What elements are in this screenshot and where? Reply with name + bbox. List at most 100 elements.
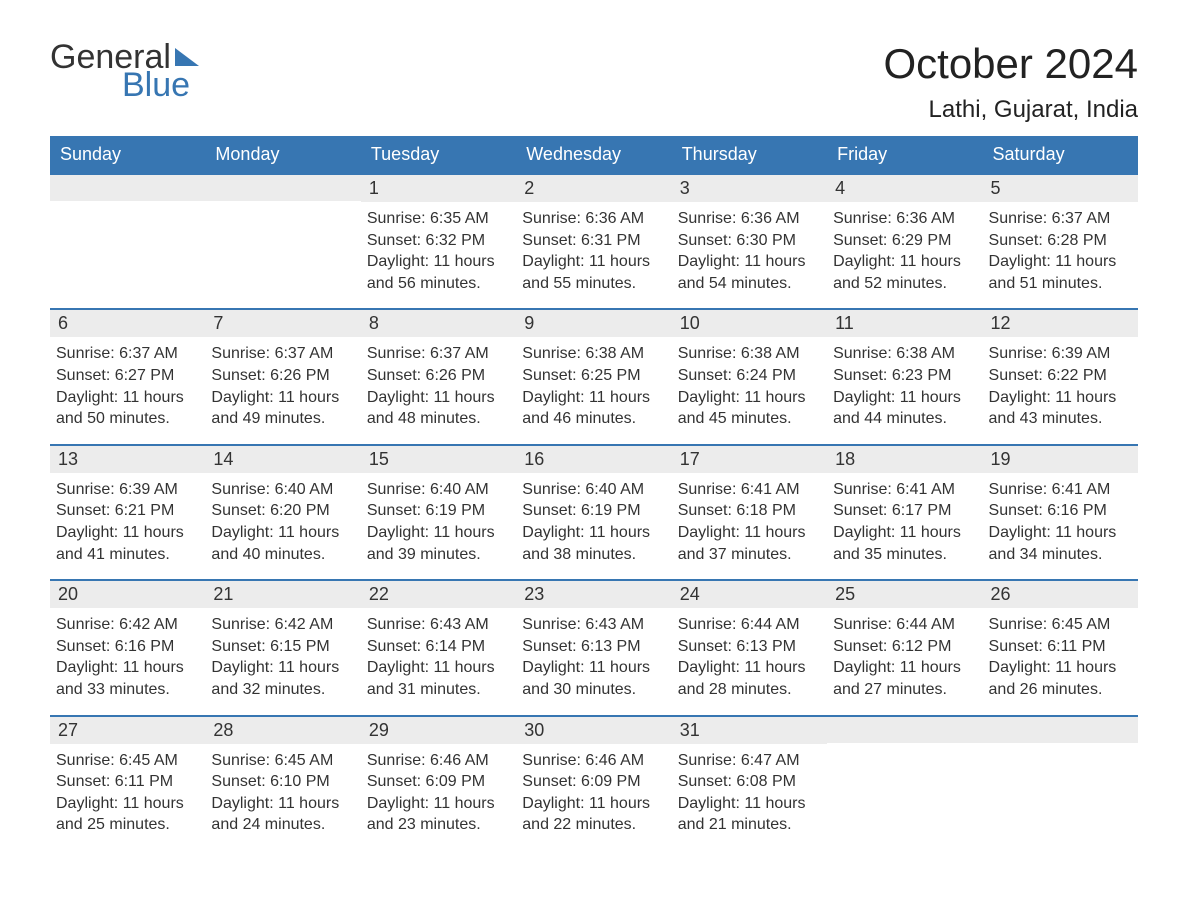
day-cell: 23Sunrise: 6:43 AMSunset: 6:13 PMDayligh… [516, 581, 671, 714]
day-cell: 3Sunrise: 6:36 AMSunset: 6:30 PMDaylight… [672, 175, 827, 308]
weeks-container: 1Sunrise: 6:35 AMSunset: 6:32 PMDaylight… [50, 173, 1138, 850]
sunrise-text: Sunrise: 6:47 AM [678, 750, 821, 772]
daylight1-text: Daylight: 11 hours [56, 522, 199, 544]
daylight1-text: Daylight: 11 hours [367, 657, 510, 679]
daylight2-text: and 32 minutes. [211, 679, 354, 701]
daylight1-text: Daylight: 11 hours [211, 522, 354, 544]
day-cell: 9Sunrise: 6:38 AMSunset: 6:25 PMDaylight… [516, 310, 671, 443]
daylight2-text: and 33 minutes. [56, 679, 199, 701]
daylight1-text: Daylight: 11 hours [678, 251, 821, 273]
sunrise-text: Sunrise: 6:35 AM [367, 208, 510, 230]
sunrise-text: Sunrise: 6:45 AM [989, 614, 1132, 636]
sunrise-text: Sunrise: 6:36 AM [833, 208, 976, 230]
day-number: 8 [361, 310, 516, 337]
day-number: 18 [827, 446, 982, 473]
daylight1-text: Daylight: 11 hours [367, 251, 510, 273]
sunset-text: Sunset: 6:10 PM [211, 771, 354, 793]
weekday-sunday: Sunday [50, 136, 205, 173]
daylight2-text: and 51 minutes. [989, 273, 1132, 295]
sunset-text: Sunset: 6:26 PM [367, 365, 510, 387]
sunrise-text: Sunrise: 6:40 AM [522, 479, 665, 501]
daylight2-text: and 46 minutes. [522, 408, 665, 430]
daylight2-text: and 41 minutes. [56, 544, 199, 566]
day-number: 1 [361, 175, 516, 202]
sunset-text: Sunset: 6:09 PM [367, 771, 510, 793]
day-number: 20 [50, 581, 205, 608]
daylight2-text: and 25 minutes. [56, 814, 199, 836]
sunrise-text: Sunrise: 6:39 AM [989, 343, 1132, 365]
week-row: 20Sunrise: 6:42 AMSunset: 6:16 PMDayligh… [50, 579, 1138, 714]
sunrise-text: Sunrise: 6:37 AM [367, 343, 510, 365]
daylight1-text: Daylight: 11 hours [211, 387, 354, 409]
sunset-text: Sunset: 6:19 PM [367, 500, 510, 522]
daylight1-text: Daylight: 11 hours [522, 387, 665, 409]
day-cell: 4Sunrise: 6:36 AMSunset: 6:29 PMDaylight… [827, 175, 982, 308]
day-number: 31 [672, 717, 827, 744]
daylight2-text: and 38 minutes. [522, 544, 665, 566]
sunrise-text: Sunrise: 6:44 AM [678, 614, 821, 636]
weekday-monday: Monday [205, 136, 360, 173]
day-number: 26 [983, 581, 1138, 608]
day-cell: 11Sunrise: 6:38 AMSunset: 6:23 PMDayligh… [827, 310, 982, 443]
month-title: October 2024 [883, 40, 1138, 88]
sunrise-text: Sunrise: 6:42 AM [211, 614, 354, 636]
sunset-text: Sunset: 6:23 PM [833, 365, 976, 387]
daylight1-text: Daylight: 11 hours [989, 657, 1132, 679]
day-cell: 1Sunrise: 6:35 AMSunset: 6:32 PMDaylight… [361, 175, 516, 308]
sunset-text: Sunset: 6:19 PM [522, 500, 665, 522]
day-number: 6 [50, 310, 205, 337]
sunset-text: Sunset: 6:22 PM [989, 365, 1132, 387]
daylight1-text: Daylight: 11 hours [833, 657, 976, 679]
day-number: 3 [672, 175, 827, 202]
day-number: 25 [827, 581, 982, 608]
day-cell: 26Sunrise: 6:45 AMSunset: 6:11 PMDayligh… [983, 581, 1138, 714]
daylight2-text: and 43 minutes. [989, 408, 1132, 430]
sunrise-text: Sunrise: 6:40 AM [211, 479, 354, 501]
daylight2-text: and 45 minutes. [678, 408, 821, 430]
sunset-text: Sunset: 6:14 PM [367, 636, 510, 658]
day-cell: 10Sunrise: 6:38 AMSunset: 6:24 PMDayligh… [672, 310, 827, 443]
week-row: 13Sunrise: 6:39 AMSunset: 6:21 PMDayligh… [50, 444, 1138, 579]
day-cell [205, 175, 360, 308]
day-cell [983, 717, 1138, 850]
daylight1-text: Daylight: 11 hours [678, 387, 821, 409]
weekday-friday: Friday [827, 136, 982, 173]
daylight2-text: and 21 minutes. [678, 814, 821, 836]
sunset-text: Sunset: 6:12 PM [833, 636, 976, 658]
day-cell: 18Sunrise: 6:41 AMSunset: 6:17 PMDayligh… [827, 446, 982, 579]
sunset-text: Sunset: 6:25 PM [522, 365, 665, 387]
day-cell: 8Sunrise: 6:37 AMSunset: 6:26 PMDaylight… [361, 310, 516, 443]
day-number: 10 [672, 310, 827, 337]
day-cell: 19Sunrise: 6:41 AMSunset: 6:16 PMDayligh… [983, 446, 1138, 579]
day-number: 22 [361, 581, 516, 608]
daylight2-text: and 35 minutes. [833, 544, 976, 566]
sunrise-text: Sunrise: 6:41 AM [989, 479, 1132, 501]
day-number: 5 [983, 175, 1138, 202]
sunset-text: Sunset: 6:13 PM [678, 636, 821, 658]
sunrise-text: Sunrise: 6:43 AM [367, 614, 510, 636]
sunrise-text: Sunrise: 6:45 AM [56, 750, 199, 772]
weekday-thursday: Thursday [672, 136, 827, 173]
sunrise-text: Sunrise: 6:42 AM [56, 614, 199, 636]
sunset-text: Sunset: 6:08 PM [678, 771, 821, 793]
day-cell: 12Sunrise: 6:39 AMSunset: 6:22 PMDayligh… [983, 310, 1138, 443]
daylight2-text: and 31 minutes. [367, 679, 510, 701]
day-cell: 29Sunrise: 6:46 AMSunset: 6:09 PMDayligh… [361, 717, 516, 850]
sunrise-text: Sunrise: 6:37 AM [989, 208, 1132, 230]
day-cell: 15Sunrise: 6:40 AMSunset: 6:19 PMDayligh… [361, 446, 516, 579]
sunset-text: Sunset: 6:18 PM [678, 500, 821, 522]
sunset-text: Sunset: 6:21 PM [56, 500, 199, 522]
daylight1-text: Daylight: 11 hours [211, 793, 354, 815]
sunrise-text: Sunrise: 6:46 AM [367, 750, 510, 772]
sunset-text: Sunset: 6:20 PM [211, 500, 354, 522]
sunset-text: Sunset: 6:30 PM [678, 230, 821, 252]
logo: General Blue [50, 40, 199, 102]
day-number: 13 [50, 446, 205, 473]
sunrise-text: Sunrise: 6:40 AM [367, 479, 510, 501]
day-number [827, 717, 982, 743]
sunrise-text: Sunrise: 6:37 AM [56, 343, 199, 365]
sunrise-text: Sunrise: 6:46 AM [522, 750, 665, 772]
day-number: 23 [516, 581, 671, 608]
day-cell: 16Sunrise: 6:40 AMSunset: 6:19 PMDayligh… [516, 446, 671, 579]
location-subtitle: Lathi, Gujarat, India [883, 96, 1138, 124]
